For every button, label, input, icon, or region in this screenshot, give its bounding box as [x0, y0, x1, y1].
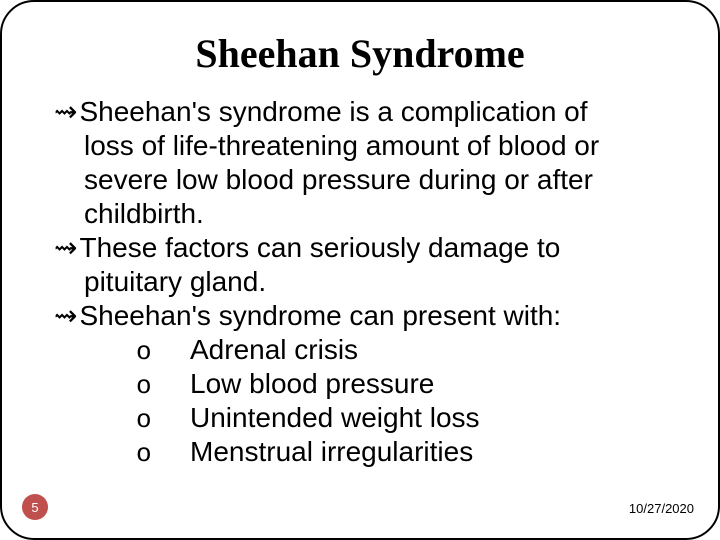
slide-title: Sheehan Syndrome	[2, 30, 718, 77]
slide-content: ⇝ Sheehan's syndrome is a complication o…	[2, 95, 718, 469]
page-number-badge: 5	[22, 494, 48, 520]
sub-bullet-text: Adrenal crisis	[190, 333, 358, 367]
bullet-icon: ⇝	[54, 299, 77, 333]
sub-bullet-text: Low blood pressure	[190, 367, 434, 401]
bullet-continuation: pituitary gland.	[54, 265, 664, 299]
sub-bullet-marker: o	[136, 439, 190, 469]
sub-bullet-marker: o	[136, 337, 190, 367]
bullet-text: Sheehan's syndrome can present with:	[79, 299, 561, 333]
sub-bullet-item: o Adrenal crisis	[136, 333, 664, 367]
sub-bullet-text: Menstrual irregularities	[190, 435, 473, 469]
bullet-item: ⇝ Sheehan's syndrome can present with:	[54, 299, 664, 333]
bullet-item: ⇝ These factors can seriously damage to	[54, 231, 664, 265]
bullet-continuation: severe low blood pressure during or afte…	[54, 163, 664, 197]
sub-bullet-marker: o	[136, 371, 190, 401]
bullet-icon: ⇝	[54, 95, 77, 129]
bullet-icon: ⇝	[54, 231, 77, 265]
bullet-item: ⇝ Sheehan's syndrome is a complication o…	[54, 95, 664, 129]
slide-date: 10/27/2020	[629, 501, 694, 516]
bullet-continuation: childbirth.	[54, 197, 664, 231]
page-number: 5	[31, 500, 38, 515]
sub-bullet-list: o Adrenal crisis o Low blood pressure o …	[54, 333, 664, 469]
sub-bullet-text: Unintended weight loss	[190, 401, 480, 435]
bullet-continuation: loss of life-threatening amount of blood…	[54, 129, 664, 163]
bullet-text: These factors can seriously damage to	[79, 231, 560, 265]
sub-bullet-item: o Low blood pressure	[136, 367, 664, 401]
sub-bullet-item: o Unintended weight loss	[136, 401, 664, 435]
sub-bullet-item: o Menstrual irregularities	[136, 435, 664, 469]
sub-bullet-marker: o	[136, 405, 190, 435]
bullet-text: Sheehan's syndrome is a complication of	[79, 95, 587, 129]
slide-frame: Sheehan Syndrome ⇝ Sheehan's syndrome is…	[0, 0, 720, 540]
